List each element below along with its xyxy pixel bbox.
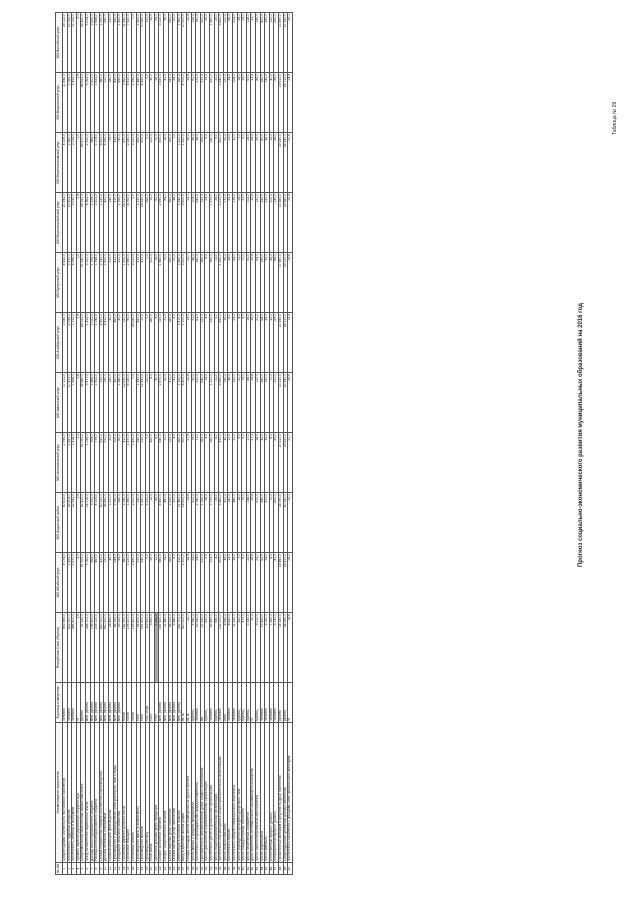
value-cell: 24,9 — [287, 72, 293, 133]
value-cell: 26,1 — [287, 12, 293, 73]
column-header: МО Алданский район — [55, 492, 63, 553]
column-header: Наименование показателя — [55, 722, 63, 863]
value-cell: 18,6 — [287, 612, 293, 683]
column-header: МО Вилюйский улус — [55, 12, 63, 73]
table-number-label: Таблица № 29 — [612, 101, 618, 135]
value-cell: 20,6 — [287, 132, 293, 193]
column-header: МО Верхоянский улус — [55, 72, 63, 133]
value-cell: 24,2 — [287, 552, 293, 613]
column-header: МО Верхнеколымский улус — [55, 132, 63, 193]
column-header: МО Булунский улус — [55, 252, 63, 313]
value-cell: 21,7 — [287, 432, 293, 493]
column-header: Единица измерения — [55, 682, 63, 723]
indicator-name: Численность населения с доходами ниже пр… — [287, 722, 293, 863]
column-header: МО Абыйский улус — [55, 552, 63, 613]
value-cell: 25,4 — [287, 192, 293, 253]
table-body: 1Среднегодовая численность постоянного н… — [62, 12, 293, 875]
column-header: МО Анабарский улус — [55, 312, 63, 373]
column-header: МО Амгинский улус — [55, 372, 63, 433]
value-cell: 19,8 — [287, 252, 293, 313]
column-header: МО Аллаиховский улус — [55, 432, 63, 493]
column-header: № п/п — [55, 862, 63, 875]
document-title: Прогноз социально-экономического развити… — [578, 303, 584, 568]
column-header: Республика Саха (Якутия) — [55, 612, 63, 683]
unit-cell: % — [287, 682, 293, 723]
column-header: МО Верхневилюйский улус — [55, 192, 63, 253]
value-cell: 13,4 — [287, 312, 293, 373]
table-header-row: № п/п Наименование показателя Единица изме… — [55, 12, 63, 875]
value-cell: 26,9 — [287, 372, 293, 433]
row-number: 50 — [287, 862, 293, 875]
forecast-table: № п/п Наименование показателя Единица изме… — [55, 12, 293, 875]
value-cell: 15,1 — [287, 492, 293, 553]
